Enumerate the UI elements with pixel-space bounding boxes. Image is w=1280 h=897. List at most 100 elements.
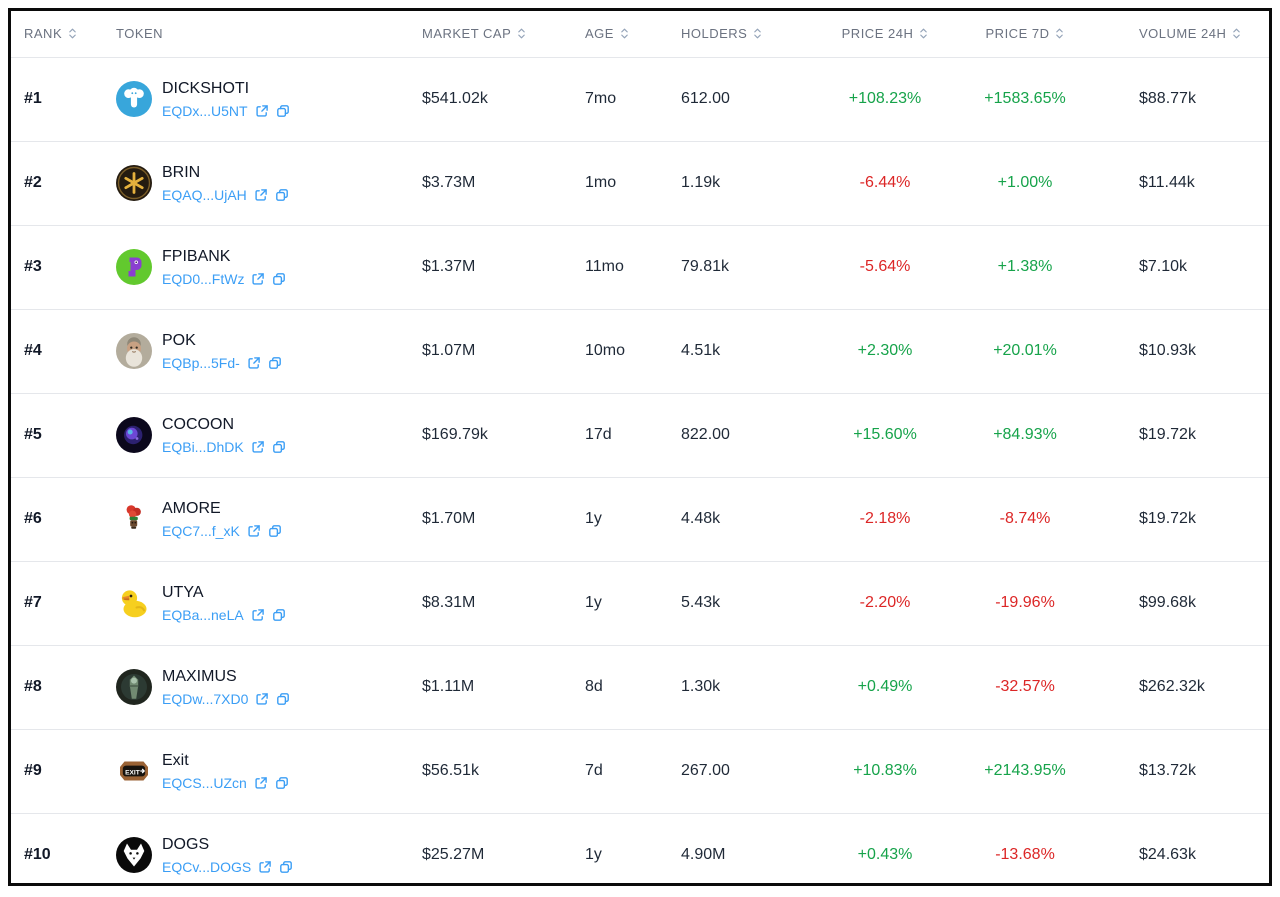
cocoon-token-icon [116, 417, 152, 453]
age-value: 1y [585, 812, 681, 883]
rank-label: #9 [24, 762, 42, 779]
copy-icon[interactable] [268, 524, 282, 538]
column-header-volume_24h[interactable]: VOLUME 24H [1095, 11, 1269, 57]
token-row[interactable]: #2 BRIN EQAQ...UjAH [11, 140, 1269, 225]
column-header-rank[interactable]: RANK [11, 11, 116, 57]
copy-icon[interactable] [276, 692, 290, 706]
holders-value: 4.90M [681, 812, 815, 883]
holders-value: 822.00 [681, 392, 815, 477]
market-cap-value: $169.79k [422, 392, 585, 477]
volume-24h-value: $11.44k [1095, 140, 1269, 225]
rank-label: #7 [24, 594, 42, 611]
column-header-market_cap[interactable]: MARKET CAP [422, 11, 585, 57]
copy-icon[interactable] [279, 860, 293, 874]
price-24h-change: +0.49% [815, 644, 955, 729]
token-address-link[interactable]: EQAQ...UjAH [162, 186, 247, 203]
external-link-icon[interactable] [254, 776, 268, 790]
token-row[interactable]: #3 FPIBANK EQD0...FtWz [11, 224, 1269, 309]
copy-icon[interactable] [272, 608, 286, 622]
external-link-icon[interactable] [254, 188, 268, 202]
sort-icon[interactable] [1232, 27, 1241, 40]
external-link-icon[interactable] [247, 524, 261, 538]
table-header-row: RANK TOKEN MARKET CAP AGE [11, 11, 1269, 57]
token-row[interactable]: #9 EXIT Exit EQCS...UZcn [11, 728, 1269, 813]
token-row[interactable]: #5 COCOON EQBi...DhDK [11, 392, 1269, 477]
price-7d-change: +1.38% [955, 224, 1095, 309]
external-link-icon[interactable] [255, 692, 269, 706]
age-value: 1y [585, 476, 681, 561]
column-header-label: PRICE 24H [841, 26, 914, 42]
copy-icon[interactable] [268, 356, 282, 370]
copy-icon[interactable] [272, 440, 286, 454]
price-7d-change: -8.74% [955, 476, 1095, 561]
sort-icon[interactable] [753, 27, 762, 40]
market-cap-value: $56.51k [422, 728, 585, 813]
token-row[interactable]: #8 MAXIMUS EQDw...7XD0 [11, 644, 1269, 729]
token-name: DICKSHOTI [162, 79, 250, 97]
volume-24h-value: $99.68k [1095, 560, 1269, 645]
volume-24h-value: $19.72k [1095, 392, 1269, 477]
sort-icon[interactable] [620, 27, 629, 40]
sort-icon[interactable] [517, 27, 526, 40]
token-table: RANK TOKEN MARKET CAP AGE [11, 11, 1269, 883]
column-header-label: VOLUME 24H [1139, 26, 1227, 42]
token-address-link[interactable]: EQCv...DOGS [162, 858, 252, 875]
holders-value: 1.30k [681, 644, 815, 729]
price-7d-change: -19.96% [955, 560, 1095, 645]
token-name: UTYA [162, 583, 204, 601]
token-address-link[interactable]: EQC7...f_xK [162, 522, 240, 539]
volume-24h-value: $7.10k [1095, 224, 1269, 309]
brin-token-icon [116, 165, 152, 201]
token-row[interactable]: #6 AMORE EQC7...f_xK [11, 476, 1269, 561]
market-cap-value: $1.11M [422, 644, 585, 729]
token-row[interactable]: #4 POK EQBp...5Fd- [11, 308, 1269, 393]
column-header-token: TOKEN [116, 11, 422, 57]
external-link-icon[interactable] [251, 440, 265, 454]
copy-icon[interactable] [275, 776, 289, 790]
token-row[interactable]: #10 DOGS EQCv...DOGS [11, 812, 1269, 883]
holders-value: 5.43k [681, 560, 815, 645]
token-address-link[interactable]: EQBi...DhDK [162, 438, 244, 455]
external-link-icon[interactable] [255, 104, 269, 118]
column-header-price_24h[interactable]: PRICE 24H [815, 11, 955, 57]
token-address-link[interactable]: EQBp...5Fd- [162, 354, 240, 371]
price-7d-change: +20.01% [955, 308, 1095, 393]
volume-24h-value: $262.32k [1095, 644, 1269, 729]
price-24h-change: +0.43% [815, 812, 955, 883]
token-address-link[interactable]: EQBa...neLA [162, 606, 244, 623]
column-header-label: PRICE 7D [985, 26, 1050, 42]
rank-label: #4 [24, 342, 42, 359]
sort-icon[interactable] [1055, 27, 1064, 40]
age-value: 17d [585, 392, 681, 477]
column-header-age[interactable]: AGE [585, 11, 681, 57]
copy-icon[interactable] [275, 188, 289, 202]
sort-icon[interactable] [919, 27, 928, 40]
holders-value: 4.48k [681, 476, 815, 561]
external-link-icon[interactable] [251, 272, 265, 286]
copy-icon[interactable] [272, 272, 286, 286]
external-link-icon[interactable] [247, 356, 261, 370]
sort-icon[interactable] [68, 27, 77, 40]
rank-label: #5 [24, 426, 42, 443]
external-link-icon[interactable] [258, 860, 272, 874]
rank-label: #2 [24, 174, 42, 191]
token-row[interactable]: #1 DICKSHOTI EQDx...U5NT [11, 56, 1269, 141]
token-address-link[interactable]: EQD0...FtWz [162, 270, 245, 287]
rank-label: #8 [24, 678, 42, 695]
token-address-link[interactable]: EQDw...7XD0 [162, 690, 249, 707]
fpibank-token-icon [116, 249, 152, 285]
token-address-link[interactable]: EQDx...U5NT [162, 102, 248, 119]
price-24h-change: -5.64% [815, 224, 955, 309]
copy-icon[interactable] [276, 104, 290, 118]
price-7d-change: -32.57% [955, 644, 1095, 729]
utya-token-icon [116, 585, 152, 621]
token-name: MAXIMUS [162, 667, 237, 685]
column-header-label: TOKEN [116, 26, 164, 42]
column-header-price_7d[interactable]: PRICE 7D [955, 11, 1095, 57]
rank-label: #1 [24, 90, 42, 107]
token-row[interactable]: #7 UTYA EQBa...neLA [11, 560, 1269, 645]
external-link-icon[interactable] [251, 608, 265, 622]
token-address-link[interactable]: EQCS...UZcn [162, 774, 247, 791]
amore-token-icon [116, 501, 152, 537]
column-header-holders[interactable]: HOLDERS [681, 11, 815, 57]
